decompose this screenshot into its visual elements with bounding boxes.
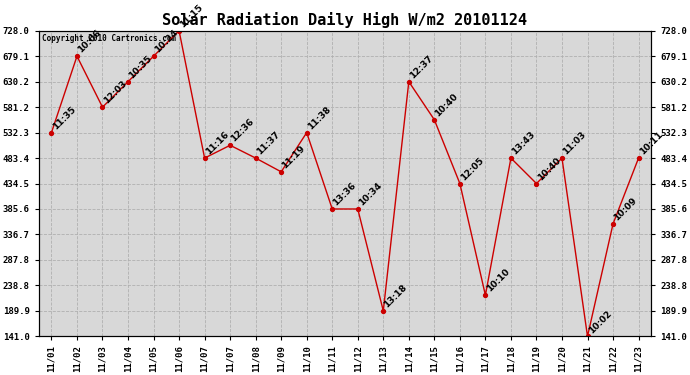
Text: 12:03: 12:03 xyxy=(101,79,128,106)
Text: 13:18: 13:18 xyxy=(382,283,409,309)
Text: 13:43: 13:43 xyxy=(510,130,537,157)
Text: 11:03: 11:03 xyxy=(561,130,588,157)
Text: 11:19: 11:19 xyxy=(280,144,307,171)
Text: 10:10: 10:10 xyxy=(484,267,511,294)
Text: 12:36: 12:36 xyxy=(229,117,256,144)
Title: Solar Radiation Daily High W/m2 20101124: Solar Radiation Daily High W/m2 20101124 xyxy=(163,12,527,28)
Text: 10:34: 10:34 xyxy=(357,181,384,208)
Text: 10:09: 10:09 xyxy=(612,196,639,222)
Text: 10:11: 10:11 xyxy=(638,130,664,157)
Text: 10:40: 10:40 xyxy=(535,156,562,182)
Text: 10:24: 10:24 xyxy=(152,28,179,55)
Text: 10:06: 10:06 xyxy=(76,28,103,55)
Text: 11:35: 11:35 xyxy=(50,105,77,131)
Text: 10:02: 10:02 xyxy=(586,309,613,335)
Text: 11:16: 11:16 xyxy=(204,130,230,157)
Text: Copyright 2010 Cartronics.com: Copyright 2010 Cartronics.com xyxy=(41,34,176,43)
Text: 11:15: 11:15 xyxy=(178,3,205,29)
Text: 11:38: 11:38 xyxy=(306,105,333,131)
Text: 13:36: 13:36 xyxy=(331,181,358,208)
Text: 11:37: 11:37 xyxy=(255,130,282,157)
Text: 12:37: 12:37 xyxy=(408,54,435,80)
Text: 12:05: 12:05 xyxy=(459,156,486,182)
Text: 10:35: 10:35 xyxy=(127,54,154,80)
Text: 10:40: 10:40 xyxy=(433,92,460,118)
